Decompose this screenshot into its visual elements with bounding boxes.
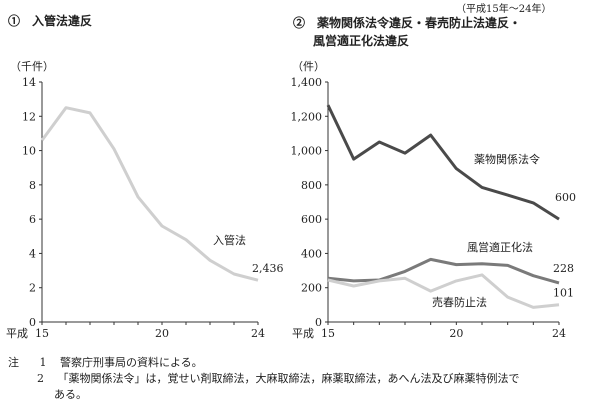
note2-text-cont: ある。 [54,388,87,401]
panel2-title-line2: 風営適正化法違反 [313,34,410,48]
panel2-end-label-0: 600 [555,191,576,204]
panel2-era-label: 平成 [292,327,314,340]
panel1-y-tick-label: 12 [22,110,36,123]
panel2-series-line-2 [327,273,560,309]
panel1-y-tick-label: 4 [29,247,36,260]
panel2-end-label-1: 228 [553,262,574,275]
panel1-title: ① 入管法違反 [8,14,93,28]
panel1-unit-label: （千件） [10,60,54,73]
note2-text: 「薬物関係法令」は，覚せい剤取締法，大麻取締法，麻薬取締法，あへん法及び麻薬特例… [57,372,520,385]
panel2-y-tick-label: 600 [301,213,322,226]
panel1-series-line-0 [40,106,259,282]
panel1-series-name-0: 入管法 [213,233,246,247]
panel2-unit-label: （件） [292,60,325,73]
panel2-y-tick-label: 1,400 [291,76,323,89]
panel2-y-tick-label: 0 [315,316,322,329]
notes: 注 1 警察庁刑事局の資料による。 2 「薬物関係法令」は，覚せい剤取締法，大麻… [8,355,520,403]
note1-number: 1 [39,356,47,369]
panel2-x-tick-label: 20 [449,327,463,340]
panel1-y-tick-label: 0 [29,316,36,329]
panel2-end-label-2: 101 [553,287,574,300]
panel2-series-name-2: 売春防止法 [432,295,487,309]
panel2-x-tick-label: 24 [552,327,566,340]
panel1-y-tick-label: 8 [29,179,36,192]
panel1-era-label: 平成 [6,327,28,340]
note1-text: 警察庁刑事局の資料による。 [60,356,203,369]
panel1-x-tick-label: 15 [35,327,49,340]
panel1-y-tick-label: 10 [22,145,36,158]
panel2-y-tick-label: 800 [301,179,322,192]
panel1-y-tick-label: 2 [29,282,36,295]
panel2-chart: 0 200 400 600 800 1,000 1,200 1,400 15 20 24 （件） 平成 薬… [291,60,577,340]
panel2-y-tick-label: 1,000 [291,145,323,158]
notes-prefix: 注 [8,356,19,369]
panel2-x-tick-label: 15 [321,327,335,340]
panel2-series-line-1 [327,257,560,285]
panel1-y-tick-label: 14 [22,76,36,89]
panel2-y-tick-label: 200 [301,282,322,295]
panel2-y-tick-label: 1,200 [291,110,323,123]
panel2-series-line-0 [326,104,560,221]
panel2-y-tick-label: 400 [301,247,322,260]
panel2-series-name-0: 薬物関係法令 [474,152,540,166]
panel1-y-tick-label: 6 [29,213,36,226]
panel1-x-tick-label: 20 [155,327,169,340]
panel2-title-line1: ② 薬物関係法令違反・春売防止法違反・ [293,16,522,30]
panel1-end-label-0: 2,436 [252,262,284,275]
panel1-x-tick-label: 24 [251,327,265,340]
panel2-series-name-1: 風営適正化法 [467,240,533,254]
period-note: （平成15年～24年） [456,4,552,15]
note2-number: 2 [37,372,44,385]
